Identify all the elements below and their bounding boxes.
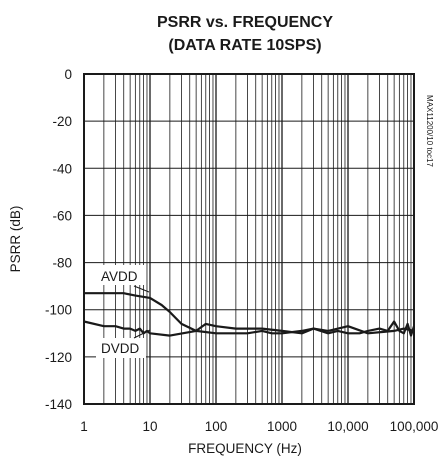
x-tick-labels: 1 10 100 1000 10,000 100,000 [80, 419, 438, 434]
y-tick-label: -60 [52, 208, 72, 223]
y-axis-label: PSRR (dB) [8, 206, 23, 273]
series-label-dvdd: DVDD [101, 341, 140, 356]
series-label-avdd: AVDD [101, 269, 138, 284]
figure-id-note: MAX11200/10 toc17 [425, 95, 434, 167]
y-tick-label: 0 [64, 67, 72, 82]
y-tick-label: -100 [45, 303, 72, 318]
x-axis-label: FREQUENCY (Hz) [188, 441, 302, 456]
y-tick-label: -40 [52, 161, 72, 176]
series-line-avdd [84, 293, 414, 333]
y-tick-label: -20 [52, 114, 72, 129]
y-tick-labels: 0 -20 -40 -60 -80 -100 -120 -140 [45, 67, 72, 412]
x-tick-label: 10,000 [327, 419, 368, 434]
y-tick-label: -140 [45, 397, 72, 412]
series-layer [84, 293, 414, 335]
y-tick-label: -120 [45, 350, 72, 365]
chart-title: PSRR vs. FREQUENCY [157, 14, 333, 31]
x-tick-label: 100 [205, 419, 228, 434]
x-tick-label: 1000 [267, 419, 297, 434]
x-tick-label: 10 [142, 419, 157, 434]
x-tick-label: 100,000 [390, 419, 439, 434]
x-tick-label: 1 [80, 419, 88, 434]
chart-subtitle: (DATA RATE 10SPS) [168, 37, 321, 54]
y-tick-label: -80 [52, 256, 72, 271]
